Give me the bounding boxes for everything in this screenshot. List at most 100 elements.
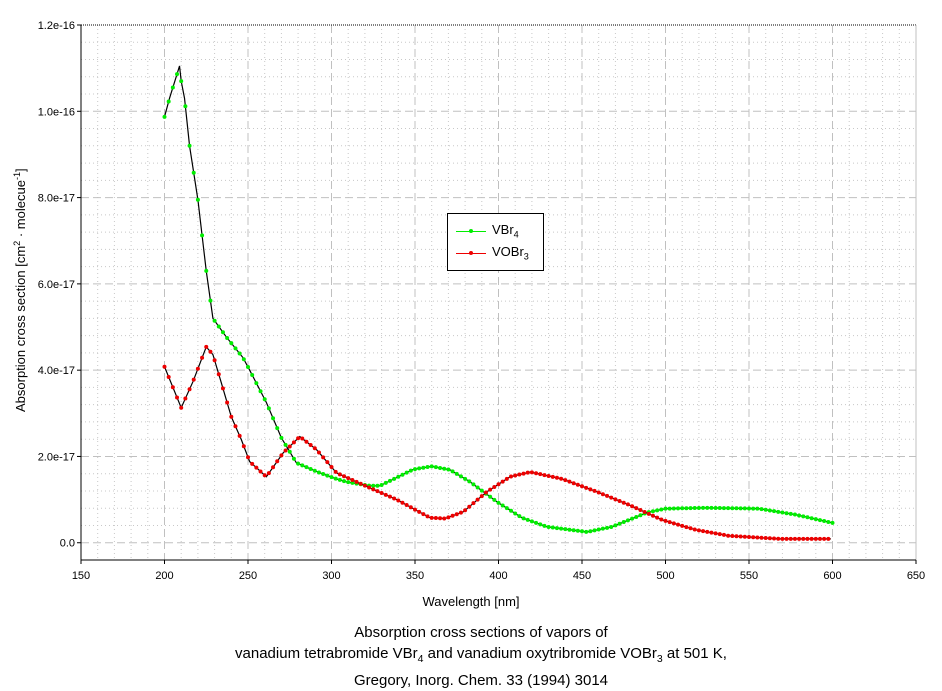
data-point-vbr4: [767, 508, 772, 513]
data-point-vobr3: [696, 528, 701, 533]
data-point-vbr4: [179, 79, 184, 84]
data-point-vobr3: [617, 499, 622, 504]
data-point-vbr4: [183, 104, 188, 109]
data-point-vobr3: [212, 358, 217, 363]
data-point-vbr4: [763, 507, 768, 512]
data-point-vbr4: [538, 522, 543, 527]
data-point-vbr4: [246, 365, 250, 370]
data-point-vobr3: [671, 521, 676, 526]
data-point-vbr4: [663, 506, 668, 511]
data-point-vobr3: [580, 484, 584, 489]
data-point-vbr4: [400, 472, 405, 477]
data-point-vobr3: [183, 396, 188, 401]
data-point-vbr4: [726, 506, 731, 511]
data-point-vobr3: [713, 531, 718, 536]
data-point-vobr3: [721, 532, 726, 537]
data-point-vbr4: [659, 507, 664, 512]
data-point-vobr3: [283, 448, 288, 453]
data-point-vbr4: [550, 525, 555, 530]
data-point-vobr3: [417, 509, 422, 514]
data-point-vbr4: [467, 479, 472, 484]
data-point-vobr3: [304, 439, 309, 444]
data-point-vobr3: [701, 529, 706, 534]
data-point-vbr4: [446, 467, 451, 472]
data-point-vobr3: [358, 481, 363, 486]
data-point-vobr3: [717, 532, 722, 537]
data-point-vbr4: [417, 466, 422, 471]
data-point-vobr3: [162, 364, 167, 369]
data-point-vobr3: [392, 496, 397, 501]
data-point-vbr4: [241, 357, 246, 362]
legend-entry-vbr4: VBr4: [456, 222, 519, 240]
data-point-vobr3: [475, 497, 480, 502]
data-point-vobr3: [350, 478, 355, 483]
data-point-vbr4: [517, 514, 522, 519]
data-point-vobr3: [421, 512, 426, 517]
data-point-vbr4: [525, 517, 530, 522]
data-point-vobr3: [588, 487, 593, 492]
data-point-vobr3: [337, 472, 342, 477]
data-point-vobr3: [208, 349, 213, 354]
data-point-vobr3: [312, 446, 317, 451]
data-point-vbr4: [262, 397, 267, 402]
caption-line-2: vanadium tetrabromide VBr4 and vanadium …: [235, 645, 727, 665]
data-point-vobr3: [772, 536, 777, 541]
data-point-vbr4: [496, 500, 501, 505]
data-point-vobr3: [709, 530, 714, 535]
data-point-vobr3: [383, 492, 388, 497]
data-point-vobr3: [554, 475, 559, 480]
data-point-vobr3: [763, 536, 768, 541]
data-point-vobr3: [191, 377, 196, 382]
data-point-vobr3: [250, 461, 255, 466]
data-point-vbr4: [776, 509, 781, 514]
data-point-vobr3: [600, 492, 605, 497]
data-point-vobr3: [170, 385, 175, 390]
data-point-vobr3: [342, 474, 347, 479]
data-point-vbr4: [425, 465, 430, 470]
x-tick-label: 200: [155, 570, 173, 582]
data-point-vbr4: [195, 197, 200, 202]
data-point-vbr4: [705, 505, 710, 510]
legend-swatch-vbr4: [456, 228, 486, 233]
data-point-vobr3: [271, 465, 276, 470]
data-point-vbr4: [396, 474, 401, 479]
data-point-vobr3: [233, 424, 238, 429]
data-point-vobr3: [241, 444, 246, 449]
data-point-vbr4: [701, 505, 706, 510]
data-point-vbr4: [826, 519, 831, 524]
data-point-vbr4: [650, 509, 655, 514]
data-point-vbr4: [755, 506, 760, 511]
x-tick-label: 450: [573, 570, 591, 582]
data-point-vobr3: [450, 513, 455, 518]
data-point-vbr4: [584, 529, 589, 534]
data-point-vbr4: [788, 511, 793, 516]
data-point-vobr3: [396, 498, 401, 503]
data-point-vobr3: [237, 433, 242, 438]
data-point-vobr3: [195, 366, 200, 371]
data-point-vbr4: [271, 416, 276, 421]
data-point-vbr4: [721, 506, 726, 511]
data-point-vbr4: [383, 480, 388, 485]
data-point-vbr4: [413, 467, 417, 472]
data-point-vbr4: [751, 506, 756, 511]
data-point-vbr4: [684, 506, 689, 511]
data-point-vbr4: [605, 525, 610, 530]
data-point-vbr4: [580, 529, 584, 534]
data-point-vobr3: [296, 436, 301, 441]
data-point-vbr4: [170, 85, 175, 90]
data-point-vbr4: [254, 381, 259, 386]
data-point-vobr3: [438, 516, 443, 521]
data-point-vbr4: [275, 426, 280, 431]
data-point-vbr4: [308, 466, 313, 471]
data-point-vobr3: [776, 536, 781, 541]
data-point-vobr3: [596, 490, 601, 495]
data-point-vbr4: [212, 318, 217, 323]
data-point-vbr4: [613, 523, 618, 528]
data-point-vobr3: [563, 478, 568, 483]
y-axis-title: Absorption cross section [cm2 · molecue-…: [11, 168, 29, 413]
data-point-vbr4: [316, 470, 321, 475]
data-point-vobr3: [166, 374, 171, 379]
x-tick-label: 350: [406, 570, 424, 582]
data-point-vobr3: [492, 484, 497, 489]
data-point-vbr4: [817, 518, 822, 523]
